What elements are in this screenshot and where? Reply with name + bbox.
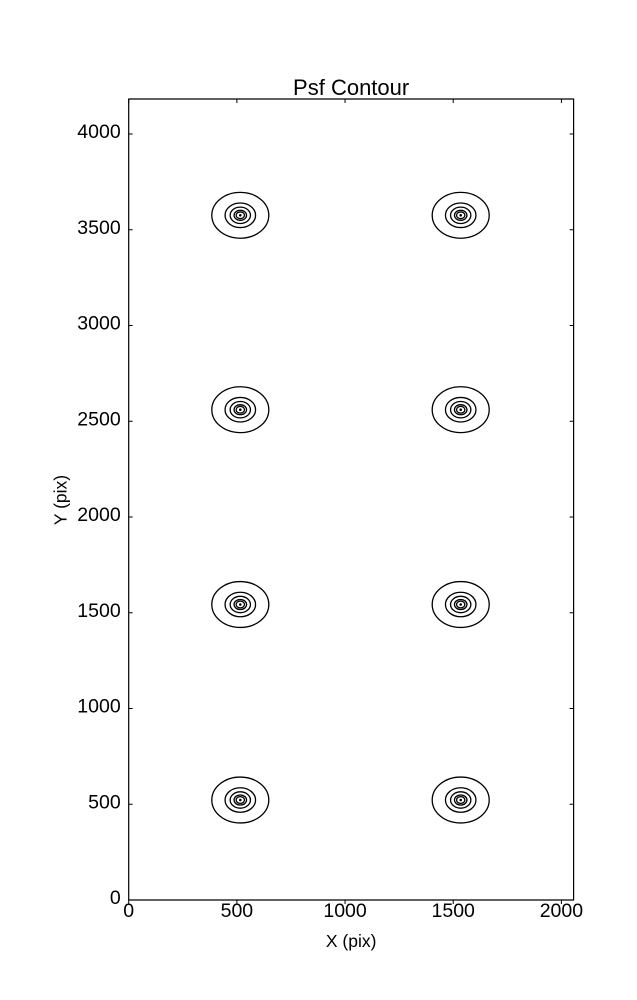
- svg-text:0: 0: [110, 887, 121, 909]
- svg-text:1000: 1000: [323, 900, 367, 922]
- svg-text:1000: 1000: [77, 696, 121, 718]
- svg-text:1500: 1500: [77, 600, 121, 622]
- svg-text:3000: 3000: [77, 313, 121, 335]
- svg-text:500: 500: [221, 900, 254, 922]
- svg-text:0: 0: [123, 900, 134, 922]
- svg-text:2000: 2000: [540, 900, 584, 922]
- svg-text:500: 500: [88, 791, 121, 813]
- svg-text:2000: 2000: [77, 504, 121, 526]
- svg-text:3500: 3500: [77, 217, 121, 239]
- svg-text:2500: 2500: [77, 408, 121, 430]
- svg-text:1500: 1500: [432, 900, 476, 922]
- svg-text:4000: 4000: [77, 121, 121, 143]
